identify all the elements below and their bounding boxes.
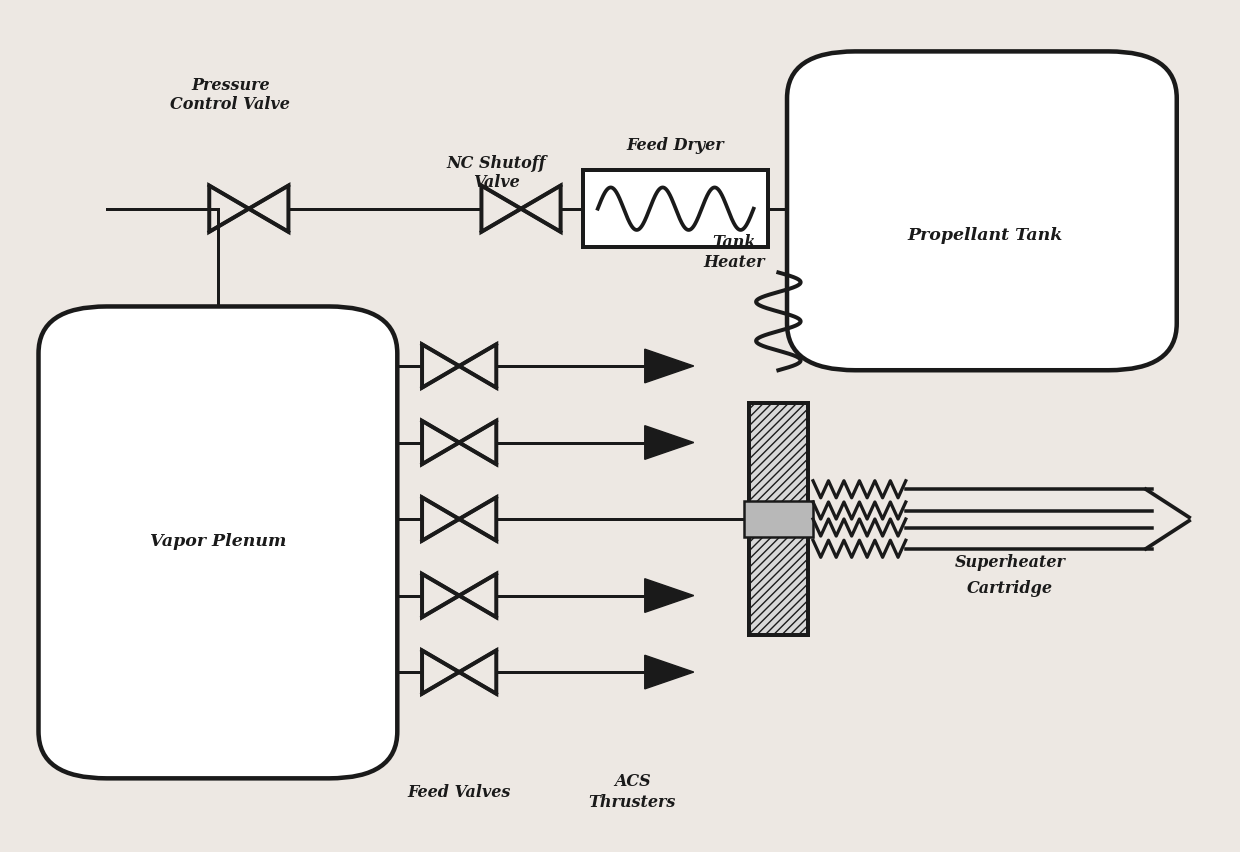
Text: Tank
Heater: Tank Heater	[703, 233, 765, 270]
Polygon shape	[645, 579, 693, 613]
Bar	[749, 525, 808, 635]
Polygon shape	[645, 655, 693, 689]
Text: Cartridge: Cartridge	[967, 579, 1053, 596]
Text: Feed Dryer: Feed Dryer	[627, 137, 724, 154]
Text: Vapor Plenum: Vapor Plenum	[150, 532, 286, 550]
Polygon shape	[645, 426, 693, 460]
Text: Feed Valves: Feed Valves	[408, 783, 511, 800]
Bar	[744, 502, 813, 538]
Text: NC Shutoff
Valve: NC Shutoff Valve	[446, 155, 546, 191]
Text: ACS: ACS	[614, 773, 651, 790]
Text: Propellant Tank: Propellant Tank	[908, 227, 1063, 244]
Text: Pressure
Control Valve: Pressure Control Valve	[170, 77, 290, 113]
FancyBboxPatch shape	[787, 52, 1177, 371]
Text: Superheater: Superheater	[955, 554, 1065, 570]
Text: Thrusters: Thrusters	[589, 793, 676, 810]
Polygon shape	[645, 349, 693, 383]
Bar	[583, 171, 769, 248]
FancyBboxPatch shape	[38, 307, 397, 779]
Bar	[749, 404, 808, 515]
